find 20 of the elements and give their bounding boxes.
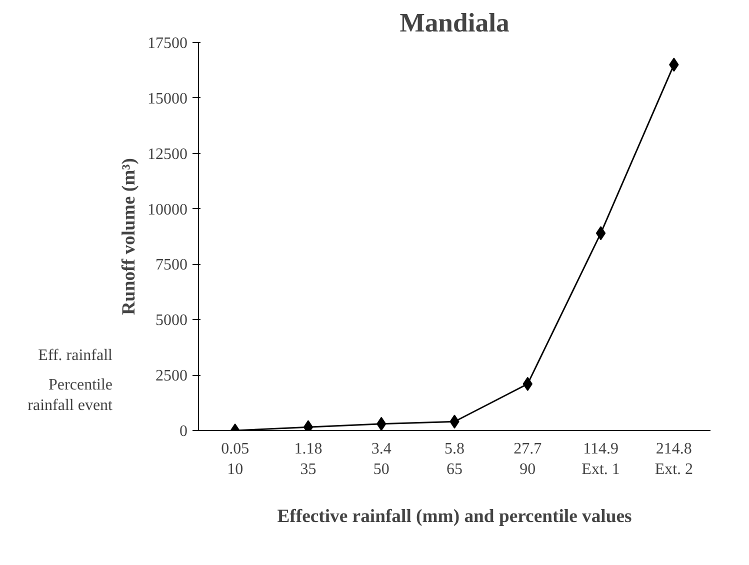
y-tick-label: 2500	[156, 368, 188, 385]
chart-title: Mandiala	[400, 8, 510, 38]
x-tick-label: 0.05 10	[221, 440, 250, 478]
x-tick-label: 5.8 65	[444, 440, 464, 478]
text: Eff. rainfall	[38, 347, 114, 364]
y-tick-label: 0	[180, 423, 188, 440]
y-tick-label: 17500	[148, 35, 188, 52]
y-tick-label: 10000	[148, 201, 188, 218]
x-axis-title: Effective rainfall (mm) and percentile values	[277, 506, 632, 527]
x-tick-label: 3.4 50	[371, 440, 392, 478]
x-tick-label: 1.18 35	[294, 440, 322, 478]
x-tick-label: 114.9 Ext. 1	[582, 440, 620, 478]
x-tick-label: 214.8 Ext. 2	[654, 440, 694, 478]
y-tick-label: 5000	[156, 312, 188, 330]
y-tick-label: 12500	[148, 146, 188, 163]
text: Percentile rainfall event	[28, 376, 114, 414]
y-axis-title: Runoff volume (m³)	[118, 158, 140, 315]
y-tick-label: 7500	[156, 256, 188, 274]
x-tick-label: 27.7 90	[514, 440, 542, 478]
y-tick-label: 15000	[148, 90, 188, 108]
